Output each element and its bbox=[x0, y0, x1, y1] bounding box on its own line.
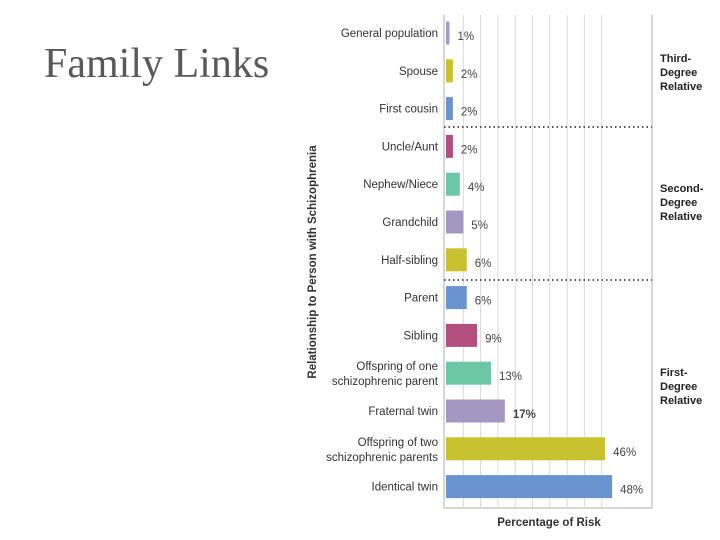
value-label: 2% bbox=[461, 144, 478, 156]
value-label: 4% bbox=[468, 182, 485, 194]
slide-title: Family Links bbox=[44, 41, 270, 87]
bar bbox=[446, 286, 467, 310]
degree-group-label: First-Degree Relative bbox=[660, 367, 702, 407]
category-label: General population bbox=[341, 28, 438, 40]
value-label: 9% bbox=[485, 333, 502, 345]
bar bbox=[446, 361, 491, 385]
category-label: Half-sibling bbox=[381, 255, 438, 267]
value-label: 6% bbox=[475, 258, 492, 270]
bar bbox=[446, 475, 613, 499]
value-label: 48% bbox=[620, 485, 643, 497]
category-label: Parent bbox=[404, 293, 439, 305]
value-label: 5% bbox=[471, 220, 488, 232]
y-axis-title: Relationship to Person with Schizophreni… bbox=[307, 145, 319, 379]
category-label: Fraternal twin bbox=[368, 406, 438, 418]
category-label: Uncle/Aunt bbox=[382, 141, 439, 153]
bar bbox=[446, 399, 505, 423]
bar bbox=[446, 21, 450, 45]
value-label: 2% bbox=[461, 107, 478, 119]
bar bbox=[446, 437, 606, 461]
category-label: Nephew/Niece bbox=[363, 179, 438, 191]
bar bbox=[446, 97, 453, 121]
value-label: 17% bbox=[513, 409, 536, 421]
degree-group-label: Third-Degree Relative bbox=[660, 53, 702, 93]
bar bbox=[446, 59, 453, 83]
bar bbox=[446, 248, 467, 272]
value-label: 1% bbox=[457, 31, 474, 43]
x-axis-title: Percentage of Risk bbox=[497, 517, 601, 529]
bar bbox=[446, 172, 460, 196]
value-label: 2% bbox=[461, 69, 478, 81]
category-label: Grandchild bbox=[382, 217, 438, 229]
bar bbox=[446, 323, 478, 347]
category-label: Identical twin bbox=[372, 482, 438, 494]
category-label: Sibling bbox=[403, 330, 438, 342]
bar bbox=[446, 210, 464, 234]
bar bbox=[446, 134, 453, 158]
value-label: 6% bbox=[475, 296, 492, 308]
category-label: Spouse bbox=[399, 66, 438, 78]
category-label: Offspring of one schizophrenic parent bbox=[332, 361, 439, 388]
category-label: Offspring of two schizophrenic parents bbox=[326, 437, 438, 464]
degree-group-label: Second-Degree Relative bbox=[660, 183, 704, 223]
category-label: First cousin bbox=[379, 104, 438, 116]
value-label: 13% bbox=[499, 371, 522, 383]
value-label: 46% bbox=[613, 447, 636, 459]
